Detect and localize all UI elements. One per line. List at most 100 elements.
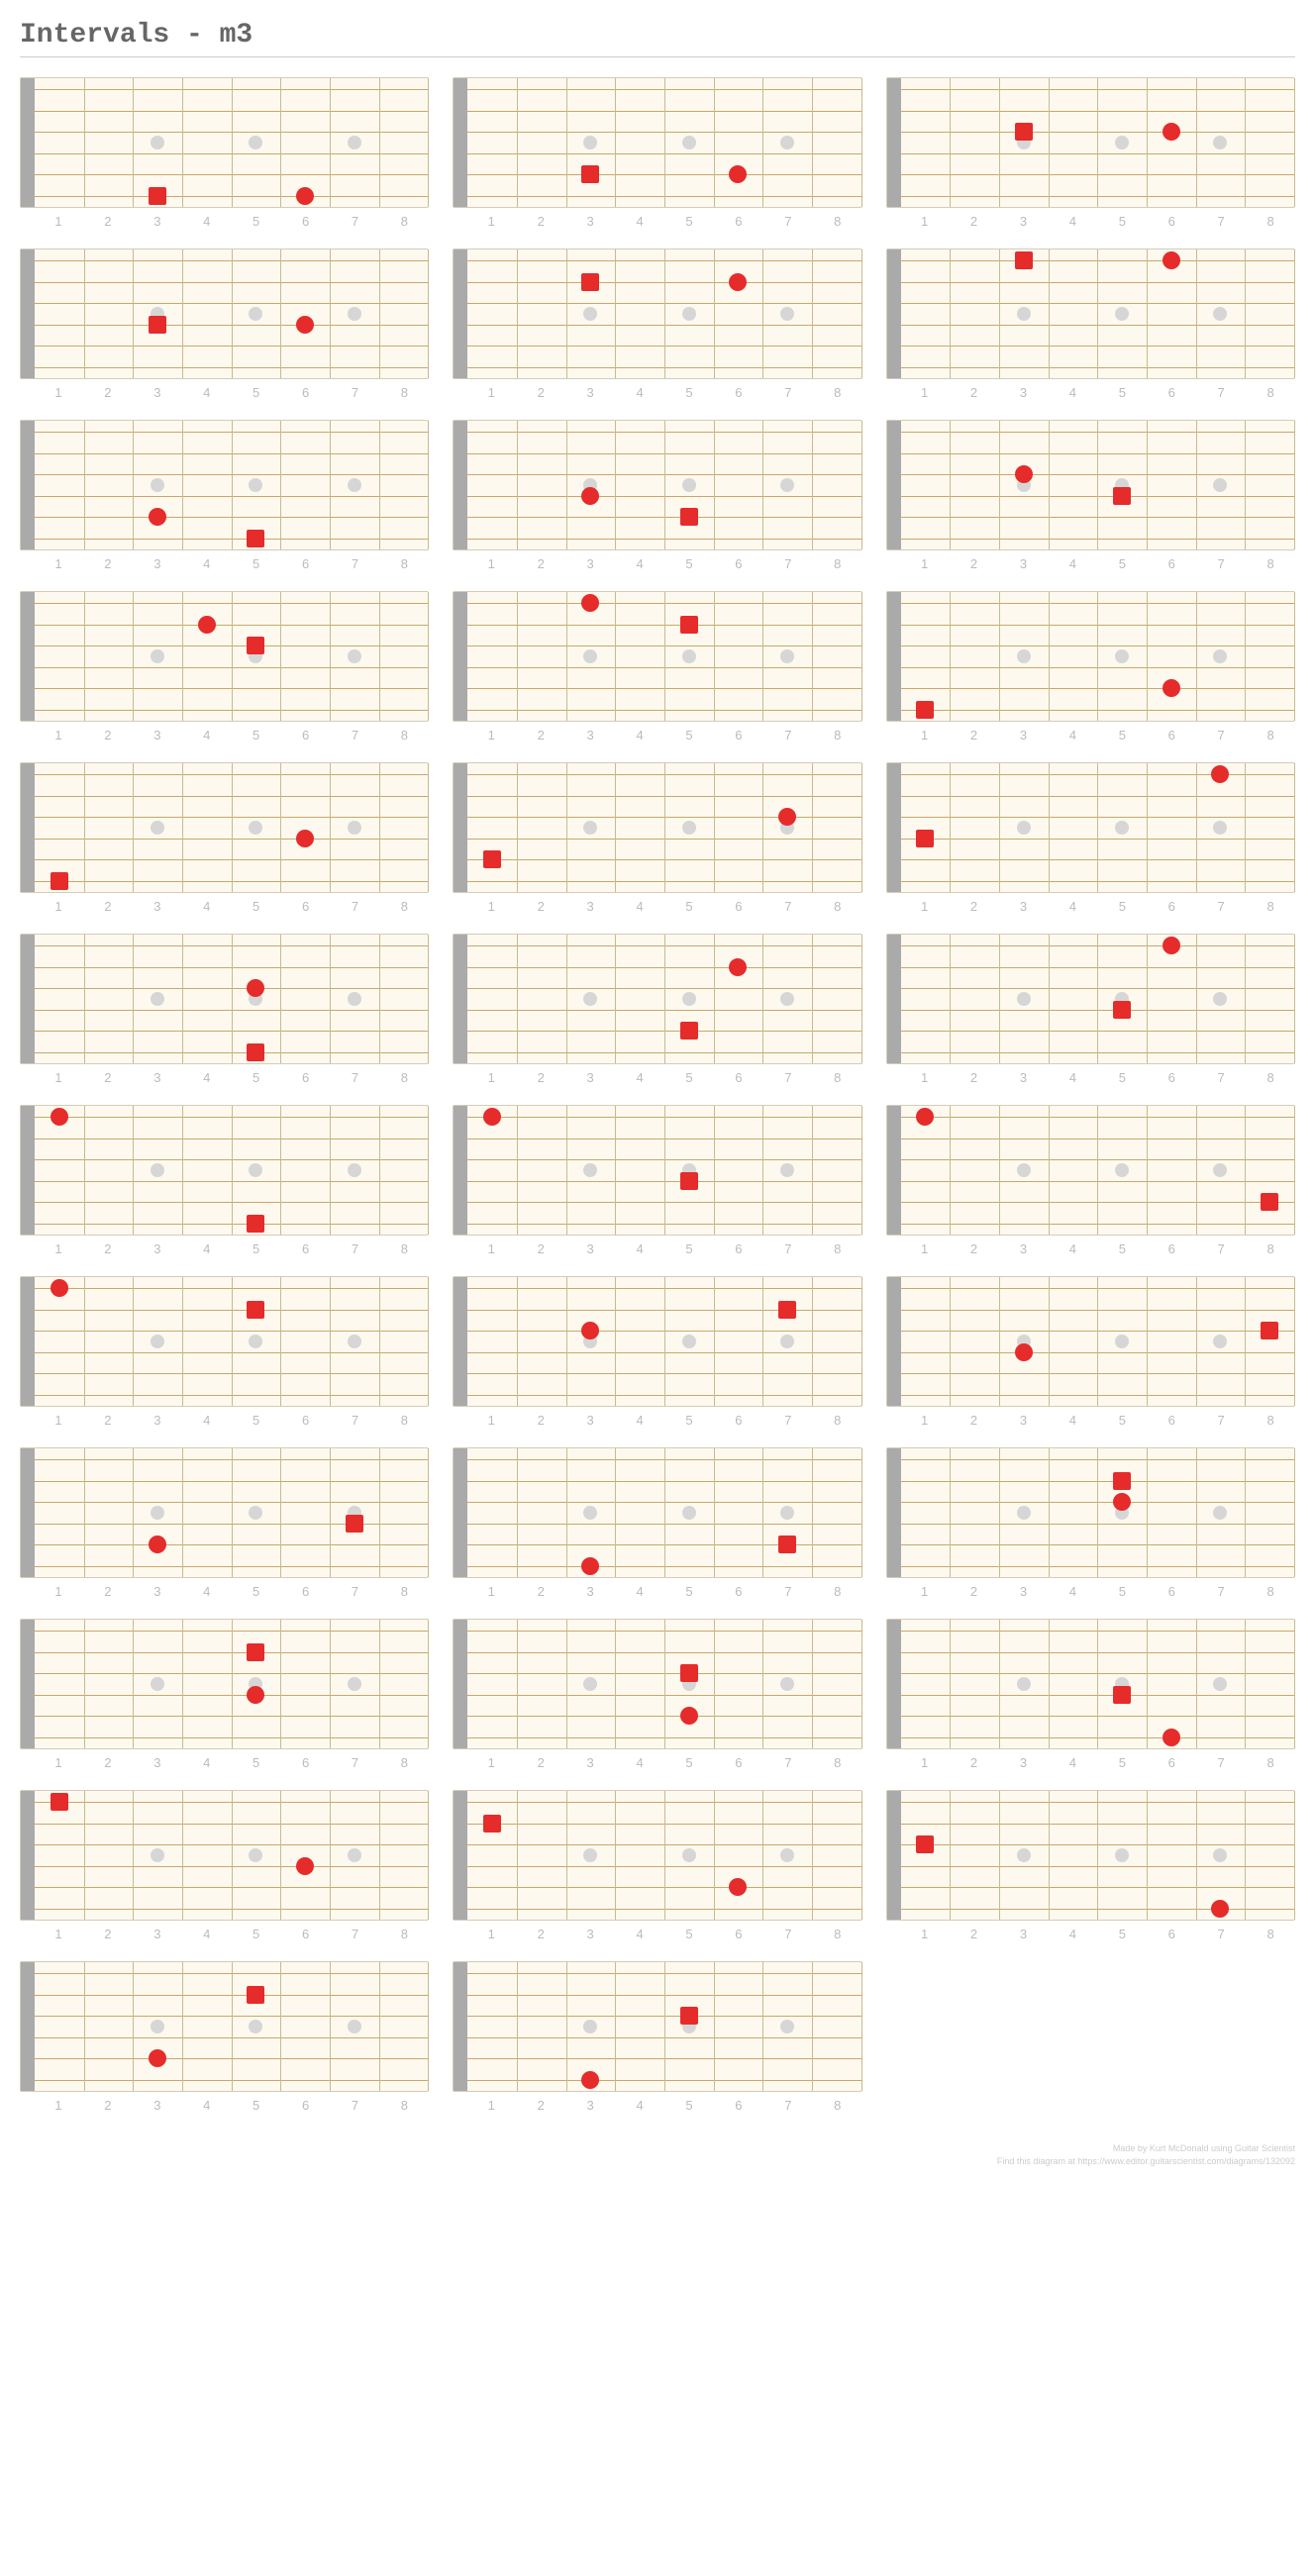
fret-number: 2 xyxy=(83,1927,133,1941)
fret-inlay xyxy=(1115,136,1129,149)
fret-line xyxy=(1049,763,1050,892)
fret-line xyxy=(1049,1106,1050,1235)
root-marker xyxy=(680,616,698,634)
fret-number: 4 xyxy=(1048,1755,1097,1770)
interval-marker xyxy=(149,508,166,526)
fret-line xyxy=(664,1277,665,1406)
fret-number: 1 xyxy=(900,214,950,229)
fret-line xyxy=(182,1448,183,1577)
fret-line xyxy=(812,935,813,1063)
fret-inlay xyxy=(151,1677,164,1691)
fret-numbers: 12345678 xyxy=(453,1413,861,1428)
root-marker xyxy=(1015,251,1033,269)
fret-inlay xyxy=(249,307,262,321)
fret-line xyxy=(517,763,518,892)
fret-line xyxy=(615,1448,616,1577)
fret-number: 3 xyxy=(565,1070,615,1085)
fret-line xyxy=(1245,1106,1246,1235)
fret-number: 3 xyxy=(133,1241,182,1256)
fret-inlay xyxy=(780,307,794,321)
fret-line xyxy=(999,78,1000,207)
fret-inlay xyxy=(348,649,361,663)
fret-number: 2 xyxy=(83,1755,133,1770)
fret-line xyxy=(1097,1106,1098,1235)
fret-line xyxy=(1147,1277,1148,1406)
fretboard-diagram: 12345678 xyxy=(453,762,861,914)
root-marker xyxy=(680,2007,698,2025)
fret-number: 8 xyxy=(1246,214,1295,229)
fret-number: 4 xyxy=(1048,728,1097,743)
nut xyxy=(887,935,901,1063)
fret-line xyxy=(1097,249,1098,378)
fret-line xyxy=(714,421,715,549)
fret-line xyxy=(232,1277,233,1406)
fret-line xyxy=(762,249,763,378)
fret-inlay xyxy=(1017,1506,1031,1520)
fret-number: 5 xyxy=(664,1755,714,1770)
fret-number: 3 xyxy=(133,385,182,400)
fretboard-diagram: 12345678 xyxy=(20,248,429,400)
fret-line xyxy=(517,1277,518,1406)
fret-line xyxy=(861,1448,862,1577)
fret-number: 2 xyxy=(516,899,565,914)
fret-numbers: 12345678 xyxy=(886,1241,1295,1256)
fret-number: 1 xyxy=(34,728,83,743)
fret-number: 5 xyxy=(1097,728,1147,743)
fretboard xyxy=(453,934,861,1064)
root-marker xyxy=(581,273,599,291)
fret-line xyxy=(950,1106,951,1235)
fretboard xyxy=(20,762,429,893)
fret-number: 5 xyxy=(1097,385,1147,400)
fretboard-diagram: 12345678 xyxy=(886,1105,1295,1256)
fret-numbers: 12345678 xyxy=(20,1413,429,1428)
root-marker xyxy=(680,1022,698,1040)
fret-number: 2 xyxy=(950,1755,999,1770)
fret-number: 6 xyxy=(714,385,763,400)
nut xyxy=(454,1620,467,1748)
fret-line xyxy=(1049,78,1050,207)
fret-line xyxy=(84,421,85,549)
fret-line xyxy=(133,1448,134,1577)
fret-numbers: 12345678 xyxy=(453,385,861,400)
fret-numbers: 12345678 xyxy=(886,1584,1295,1599)
fret-number: 6 xyxy=(281,214,331,229)
fret-number: 7 xyxy=(1196,1584,1246,1599)
fret-line xyxy=(133,78,134,207)
fret-number: 1 xyxy=(900,1070,950,1085)
fret-line xyxy=(280,592,281,721)
fret-number: 1 xyxy=(900,385,950,400)
fret-number: 1 xyxy=(34,1241,83,1256)
fret-line xyxy=(950,763,951,892)
fret-line xyxy=(1245,421,1246,549)
fret-line xyxy=(517,1448,518,1577)
fret-number: 1 xyxy=(900,1241,950,1256)
fret-numbers: 12345678 xyxy=(453,1927,861,1941)
fret-number: 7 xyxy=(331,1070,380,1085)
fret-inlay xyxy=(348,1163,361,1177)
fret-number: 2 xyxy=(83,1241,133,1256)
fret-number: 5 xyxy=(664,214,714,229)
fret-line xyxy=(861,592,862,721)
fret-line xyxy=(1049,249,1050,378)
fret-line xyxy=(517,421,518,549)
fret-line xyxy=(1097,1791,1098,1920)
fret-inlay xyxy=(151,649,164,663)
fret-line xyxy=(84,592,85,721)
interval-marker xyxy=(729,958,747,976)
fret-number: 1 xyxy=(466,728,516,743)
fret-line xyxy=(133,421,134,549)
fret-line xyxy=(280,1106,281,1235)
fret-number: 7 xyxy=(1196,1413,1246,1428)
fretboard xyxy=(20,1619,429,1749)
root-marker xyxy=(680,1172,698,1190)
fret-number: 7 xyxy=(763,1241,813,1256)
fret-numbers: 12345678 xyxy=(20,728,429,743)
fret-line xyxy=(861,935,862,1063)
fret-number: 8 xyxy=(1246,728,1295,743)
fret-inlay xyxy=(348,1848,361,1862)
fretboard xyxy=(886,1276,1295,1407)
fret-number: 3 xyxy=(565,2098,615,2113)
fret-line xyxy=(714,1791,715,1920)
fret-line xyxy=(1196,592,1197,721)
fret-line xyxy=(714,78,715,207)
